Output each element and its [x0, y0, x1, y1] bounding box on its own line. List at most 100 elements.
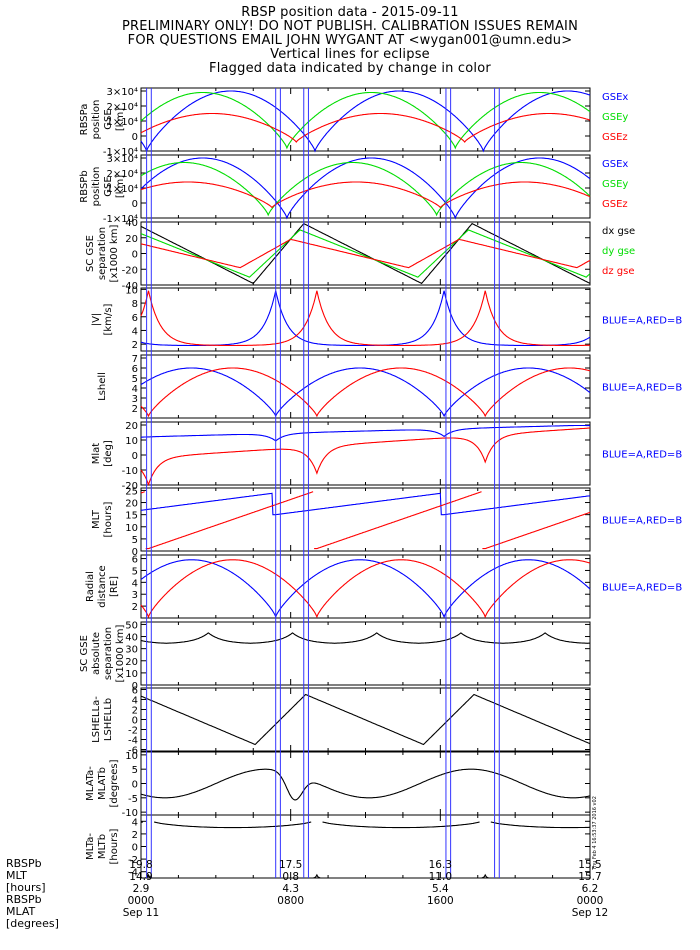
y-tick-label: 0 [132, 547, 138, 558]
y-tick-label: 3×10⁴ [107, 154, 138, 165]
y-tick-label: 5 [132, 535, 138, 546]
series-line [140, 492, 591, 516]
y-tick-label: 25 [125, 486, 138, 497]
panel-frame [140, 221, 591, 286]
y-tick-label: 4 [132, 817, 138, 828]
x-tick-label: 0800 [277, 895, 304, 907]
legend-entry: dz gse [602, 266, 635, 277]
bottom-row-label: MLAT [6, 905, 36, 918]
series-line [140, 91, 591, 150]
y-tick-label: 7 [132, 354, 138, 365]
series-line [140, 367, 591, 418]
y-tick-label: 5 [132, 374, 138, 385]
y-tick-label: 20 [125, 421, 138, 432]
y-axis-label: MLTb [97, 834, 108, 859]
y-tick-label: 4 [132, 696, 138, 707]
x-tick-label: 14.9 [129, 871, 152, 883]
legend-entry: BLUE=A,RED=B [602, 383, 682, 394]
series-line [140, 290, 591, 347]
y-tick-label: 10 [125, 285, 138, 296]
y-tick-label: 10 [125, 751, 138, 762]
series-line [140, 821, 590, 879]
y-tick-label: 0 [132, 250, 138, 261]
y-tick-label: 15 [125, 511, 138, 522]
bottom-row-label: RBSPb [6, 893, 42, 906]
y-axis-label: Radial [85, 571, 96, 602]
y-tick-label: 3 [132, 590, 138, 601]
series-line [140, 290, 591, 347]
y-tick-label: -4 [128, 736, 138, 747]
series-line [140, 238, 591, 269]
x-tick-label: 5.4 [432, 883, 449, 895]
y-axis-label: SC GSE [85, 235, 96, 272]
y-tick-label: -40 [122, 281, 138, 292]
bottom-row-label: [hours] [6, 881, 46, 894]
bottom-row-label: MLT [6, 869, 27, 882]
y-axis-label: MLATa- [85, 766, 96, 801]
series-line [140, 768, 591, 801]
y-tick-label: 2 [132, 404, 138, 415]
y-axis-label: absolute [91, 632, 102, 675]
y-tick-label: 0 [132, 199, 138, 210]
y-tick-label: 40 [125, 218, 138, 229]
x-tick-label: 17.5 [279, 859, 302, 871]
panel-frame [140, 154, 591, 219]
series-line [140, 559, 591, 619]
x-tick-label: Sep 12 [572, 907, 609, 919]
y-tick-label: 20 [125, 657, 138, 668]
y-tick-label: 2×10⁴ [107, 102, 138, 113]
y-axis-label: LSHELLa- [91, 696, 102, 743]
series-line [140, 112, 591, 143]
y-tick-label: 0 [132, 716, 138, 727]
y-axis-label: |V| [91, 313, 102, 327]
y-axis-label: MLTa- [85, 833, 96, 860]
y-axis-label: [hours] [103, 501, 114, 537]
y-tick-label: 0 [132, 132, 138, 143]
x-tick-label: 0000 [128, 895, 155, 907]
y-tick-label: 8 [132, 299, 138, 310]
series-line [141, 424, 591, 442]
y-axis-label: separation [103, 627, 114, 680]
panel-frame [140, 287, 591, 352]
x-tick-label: 15.7 [578, 871, 601, 883]
legend-entry: GSEy [602, 179, 628, 190]
y-axis-label: [km] [115, 108, 126, 131]
y-axis-label: SC GSE [79, 635, 90, 672]
y-axis-label: [RE] [109, 576, 120, 597]
series-line [140, 161, 591, 217]
panel-frame [140, 87, 591, 152]
y-tick-label: 20 [125, 234, 138, 245]
y-tick-label: 2 [132, 602, 138, 613]
series-line [140, 90, 591, 153]
legend-entry: GSEy [602, 112, 628, 123]
series-line [140, 632, 591, 644]
chart-subtitle: PRELIMINARY ONLY! DO NOT PUBLISH. CALIBR… [121, 19, 579, 34]
y-tick-label: 30 [125, 645, 138, 656]
y-tick-label: 10 [125, 669, 138, 680]
legend-entry: GSEx [602, 92, 628, 103]
series-line [140, 559, 591, 619]
x-tick-label: 19.8 [129, 859, 152, 871]
bottom-row-label: [degrees] [6, 917, 59, 930]
y-tick-label: 0 [132, 681, 138, 692]
y-tick-label: 3×10⁴ [107, 87, 138, 98]
series-line [140, 693, 591, 746]
x-tick-label: 4.3 [282, 883, 299, 895]
y-tick-label: 1×10⁴ [107, 117, 138, 128]
y-tick-label: -20 [122, 265, 138, 276]
bottom-row-label: RBSPb [6, 857, 42, 870]
y-tick-label: -5 [128, 794, 138, 805]
y-tick-label: 2 [132, 340, 138, 351]
panel-frame [140, 814, 591, 879]
y-axis-label: [deg] [103, 440, 114, 467]
y-axis-label: [km/s] [103, 303, 114, 335]
legend-entry: dy gse [602, 246, 635, 257]
y-tick-label: -6 [128, 746, 138, 757]
y-tick-label: 4 [132, 578, 138, 589]
y-axis-label: [hours] [109, 828, 120, 864]
y-tick-label: -2 [128, 855, 138, 866]
y-tick-label: 2×10⁴ [107, 169, 138, 180]
y-tick-label: 40 [125, 633, 138, 644]
y-tick-label: 5 [132, 566, 138, 577]
series-line [140, 427, 591, 487]
